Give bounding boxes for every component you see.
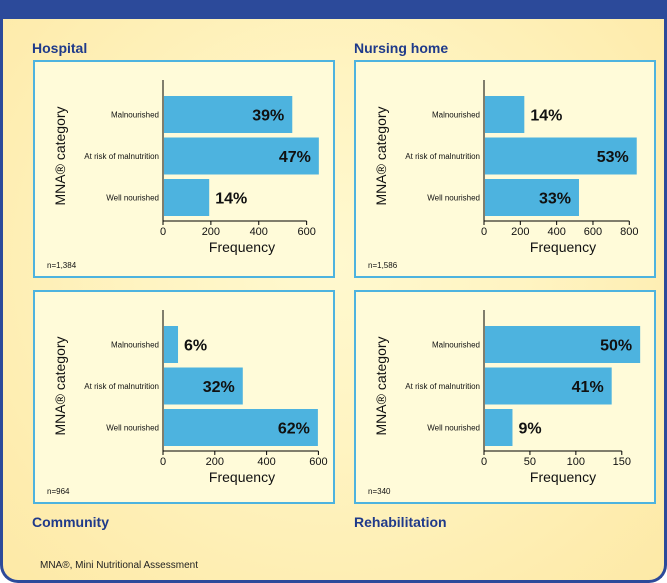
category-label-1: At risk of malnutrition <box>84 152 159 161</box>
section-title-nursing-home: Nursing home <box>354 40 449 56</box>
bar-1 <box>164 137 319 175</box>
section-title-community: Community <box>32 514 109 530</box>
x-tick-label-3: 150 <box>613 456 631 468</box>
header-bar <box>0 0 667 19</box>
data-label-2: 14% <box>215 191 247 208</box>
y-axis-label: MNA® category <box>52 336 68 435</box>
x-axis-label: Frequency <box>530 469 596 485</box>
bar-2 <box>485 409 513 446</box>
x-tick-label-0: 0 <box>481 456 487 468</box>
bar-2 <box>485 179 579 216</box>
bar-1 <box>485 137 637 175</box>
chart-panel-hospital: MNA® category Malnourished 39% At risk of m… <box>33 60 335 278</box>
section-title-rehabilitation: Rehabilitation <box>354 514 447 530</box>
x-axis-label: Frequency <box>209 469 275 485</box>
category-label-2: Well nourished <box>106 194 159 203</box>
section-title-hospital: Hospital <box>32 40 88 56</box>
data-label-1: 41% <box>572 379 604 396</box>
x-tick-label-1: 200 <box>511 226 529 238</box>
data-label-1: 32% <box>203 379 235 396</box>
x-axis-label: Frequency <box>209 239 275 255</box>
sample-size-label: n=340 <box>368 487 391 496</box>
sample-size-label: n=1,384 <box>47 261 77 270</box>
x-tick-label-1: 200 <box>202 226 220 238</box>
x-tick-label-0: 0 <box>160 456 166 468</box>
bar-2 <box>164 409 318 446</box>
bar-0 <box>164 326 179 363</box>
x-tick-label-2: 400 <box>257 456 275 468</box>
category-label-0: Malnourished <box>111 341 159 350</box>
bar-0 <box>485 96 525 133</box>
data-label-2: 9% <box>518 421 541 438</box>
data-label-1: 47% <box>279 149 311 166</box>
x-tick-label-2: 400 <box>547 226 565 238</box>
data-label-0: 39% <box>252 108 284 125</box>
x-tick-label-4: 800 <box>620 226 638 238</box>
bar-2 <box>164 179 210 216</box>
x-tick-label-0: 0 <box>160 226 166 238</box>
bar-1 <box>485 367 612 405</box>
data-label-2: 33% <box>539 191 571 208</box>
x-tick-label-2: 400 <box>250 226 268 238</box>
sample-size-label: n=964 <box>47 487 70 496</box>
data-label-1: 53% <box>597 149 629 166</box>
sample-size-label: n=1,586 <box>368 261 398 270</box>
chart-panel-nursing-home: MNA® category Malnourished 14% At risk of m… <box>354 60 656 278</box>
bar-0 <box>164 96 293 133</box>
data-label-0: 6% <box>184 338 207 355</box>
x-axis-label: Frequency <box>530 239 596 255</box>
bar-0 <box>485 326 641 363</box>
x-tick-label-0: 0 <box>481 226 487 238</box>
data-label-0: 14% <box>530 108 562 125</box>
y-axis-label: MNA® category <box>373 106 389 205</box>
category-label-0: Malnourished <box>432 111 480 120</box>
footnote: MNA®, Mini Nutritional Assessment <box>40 560 198 571</box>
chart-svg: MNA® category Malnourished 39% At risk of m… <box>47 80 319 270</box>
chart-svg: MNA® category Malnourished 6% At risk of ma… <box>47 310 328 496</box>
bar-1 <box>164 367 243 405</box>
x-tick-label-2: 100 <box>567 456 585 468</box>
y-axis-label: MNA® category <box>373 336 389 435</box>
category-label-1: At risk of malnutrition <box>405 382 480 391</box>
y-axis-label: MNA® category <box>52 106 68 205</box>
x-tick-label-1: 200 <box>206 456 224 468</box>
data-label-0: 50% <box>600 338 632 355</box>
chart-svg: MNA® category Malnourished 50% At risk of m… <box>368 310 641 496</box>
x-tick-label-1: 50 <box>524 456 536 468</box>
category-label-0: Malnourished <box>432 341 480 350</box>
category-label-2: Well nourished <box>427 424 480 433</box>
chart-panel-community: MNA® category Malnourished 6% At risk of ma… <box>33 290 335 504</box>
chart-svg: MNA® category Malnourished 14% At risk of m… <box>368 80 638 270</box>
category-label-2: Well nourished <box>427 194 480 203</box>
x-tick-label-3: 600 <box>584 226 602 238</box>
x-tick-label-3: 600 <box>309 456 327 468</box>
category-label-0: Malnourished <box>111 111 159 120</box>
x-tick-label-3: 600 <box>297 226 315 238</box>
category-label-2: Well nourished <box>106 424 159 433</box>
category-label-1: At risk of malnutrition <box>405 152 480 161</box>
chart-panel-rehabilitation: MNA® category Malnourished 50% At risk of m… <box>354 290 656 504</box>
category-label-1: At risk of malnutrition <box>84 382 159 391</box>
data-label-2: 62% <box>278 421 310 438</box>
